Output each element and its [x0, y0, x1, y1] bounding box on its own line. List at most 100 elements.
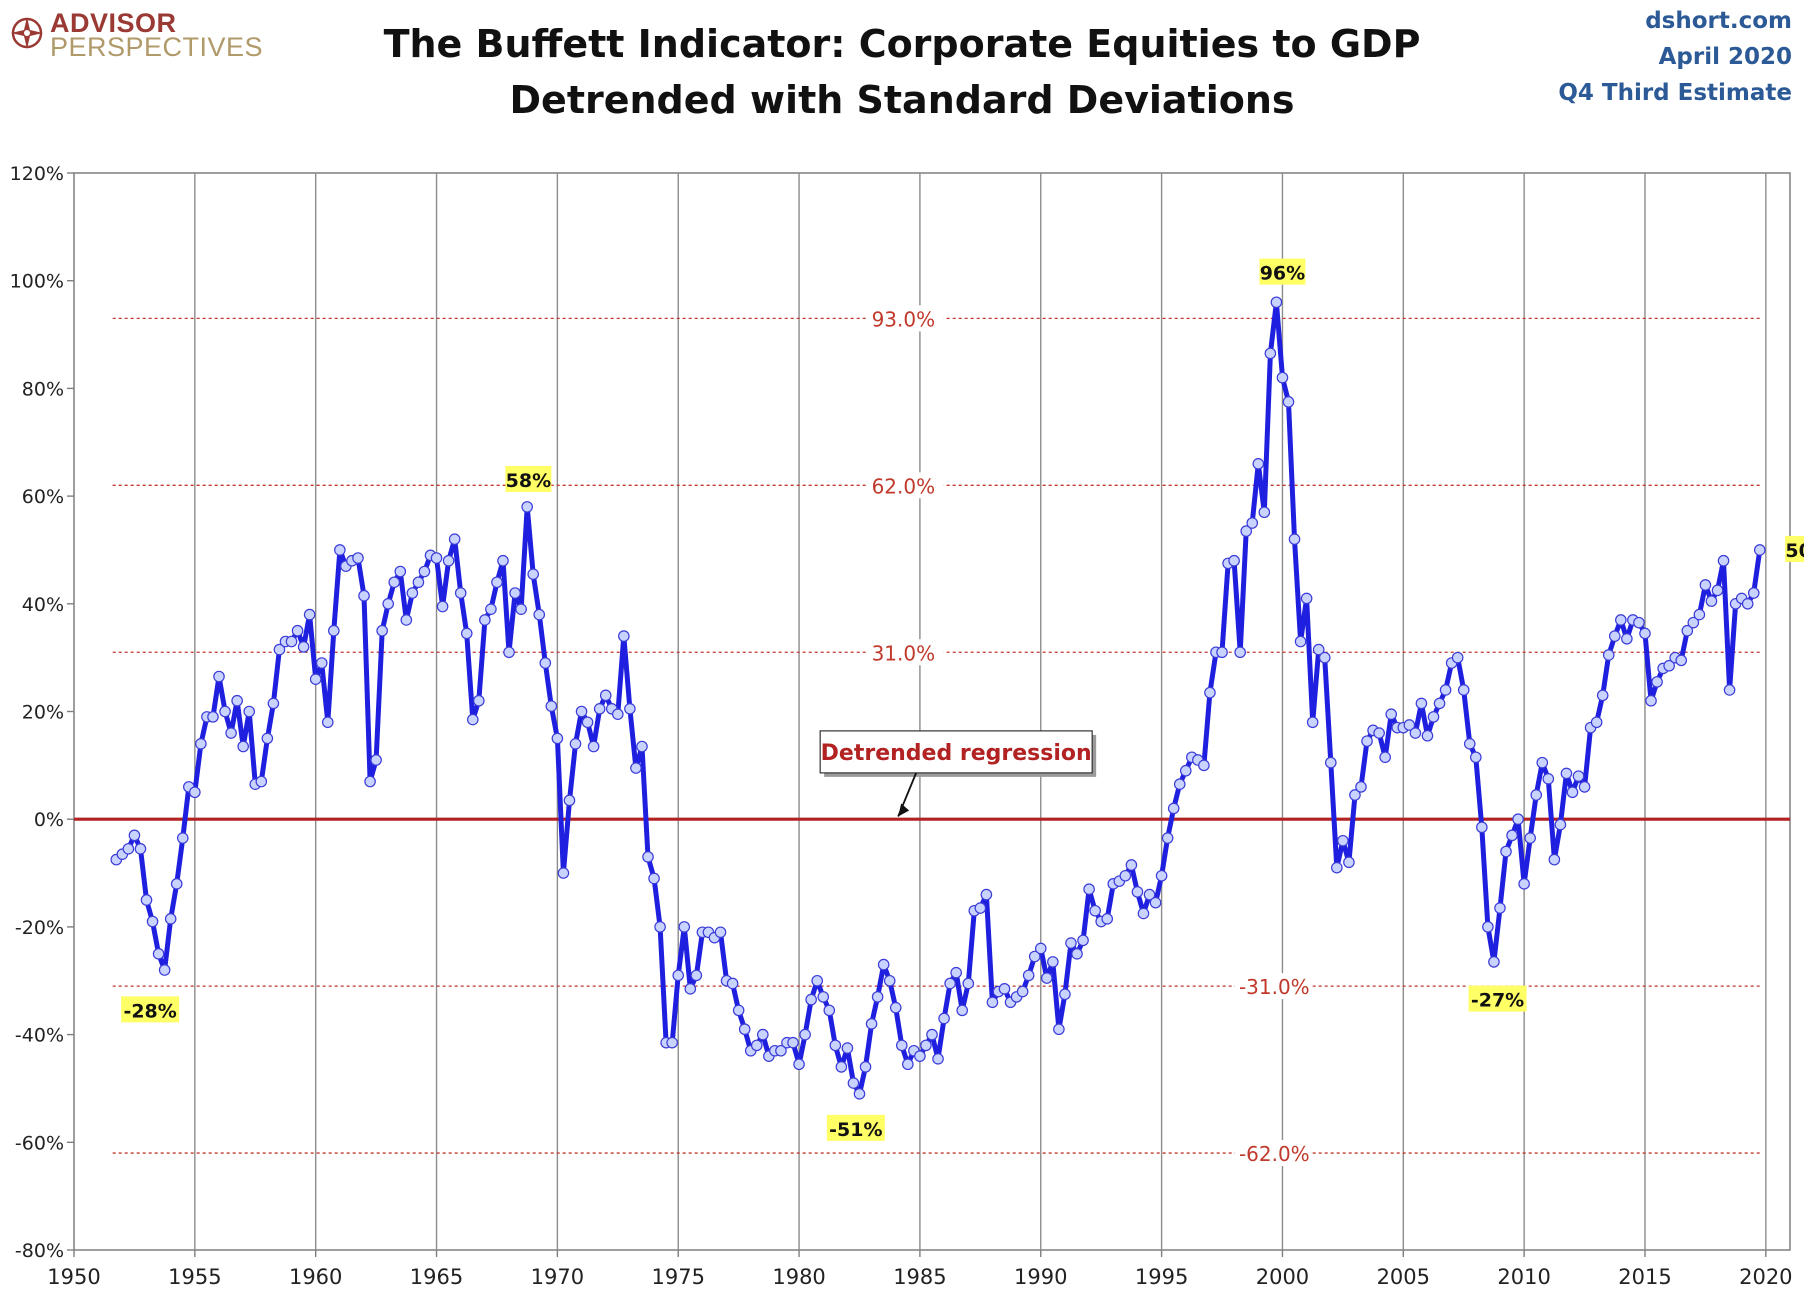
data-point — [593, 703, 606, 715]
x-tick-label: 1955 — [168, 1265, 221, 1289]
data-point — [1457, 684, 1470, 696]
data-point — [678, 921, 691, 933]
x-tick-label: 1980 — [772, 1265, 825, 1289]
data-point — [418, 565, 431, 578]
callout-label: -51% — [829, 1119, 882, 1141]
data-point — [1149, 896, 1162, 909]
data-point — [1355, 781, 1367, 793]
chart-title-line1: The Buffett Indicator: Corporate Equitie… — [383, 22, 1421, 66]
data-point — [1246, 517, 1259, 529]
data-point — [382, 597, 394, 610]
data-point — [1633, 616, 1645, 629]
data-point — [835, 1061, 848, 1073]
data-point — [122, 843, 135, 855]
data-point — [956, 1004, 969, 1017]
data-point — [902, 1058, 914, 1071]
data-point — [841, 1042, 854, 1054]
vertical-gridlines — [194, 173, 1767, 1250]
y-tick-label: -80% — [15, 1240, 64, 1262]
data-point — [1681, 624, 1694, 637]
data-point — [1318, 651, 1331, 664]
y-tick-label: -60% — [15, 1132, 64, 1154]
data-point — [1034, 942, 1047, 955]
data-point — [1427, 711, 1440, 723]
data-point — [545, 700, 558, 712]
data-point — [1705, 595, 1718, 607]
data-point — [732, 1004, 745, 1017]
callout-bg — [505, 465, 552, 492]
data-point — [563, 794, 576, 807]
data-point — [895, 1039, 908, 1052]
data-point — [962, 977, 975, 990]
data-point — [883, 974, 896, 987]
data-point — [479, 614, 491, 626]
data-point — [1482, 921, 1494, 933]
data-point — [823, 1004, 836, 1017]
data-point — [328, 624, 340, 637]
y-tick-label: 100% — [10, 271, 64, 293]
data-point — [1753, 544, 1766, 556]
y-tick-label: -20% — [15, 917, 64, 939]
y-axis-ticks: -80% -60% -40% -20% 0% 20% 40% 60% 80% 100% 120% — [10, 163, 74, 1262]
data-point — [388, 576, 401, 589]
data-point — [853, 1088, 866, 1100]
data-point — [158, 964, 171, 976]
data-point — [1421, 729, 1434, 742]
data-point — [364, 775, 376, 788]
data-point — [1687, 616, 1700, 629]
data-point — [1403, 719, 1416, 731]
data-point — [690, 969, 703, 982]
data-point — [1173, 778, 1186, 790]
x-tick-label: 2020 — [1739, 1265, 1792, 1289]
data-point — [1463, 738, 1476, 750]
sd-label-bg — [1234, 973, 1311, 1000]
data-point — [436, 600, 449, 613]
data-point — [1077, 934, 1089, 947]
plot-border — [73, 172, 1791, 1251]
standard-deviation-lines: 93.0% 62.0% 31.0% -31.0% -62.0% — [112, 305, 1761, 1167]
data-point — [1645, 694, 1657, 707]
data-point — [1590, 716, 1603, 729]
data-point — [321, 716, 334, 729]
data-point — [1137, 907, 1150, 920]
data-point — [1488, 956, 1500, 968]
data-point — [630, 762, 642, 774]
data-point — [1542, 773, 1555, 785]
data-point — [618, 630, 630, 642]
data-point — [309, 673, 322, 685]
x-tick-label: 1950 — [47, 1265, 100, 1289]
data-point — [1711, 584, 1724, 597]
data-point — [334, 544, 346, 556]
y-tick-label: 120% — [10, 163, 64, 185]
x-tick-label: 1975 — [651, 1265, 704, 1289]
data-point — [980, 888, 993, 901]
logo-line1: ADVISOR — [50, 8, 177, 38]
data-point — [1602, 649, 1615, 661]
data-point — [1524, 832, 1536, 844]
x-axis-ticks: 1950 1955 1960 1965 1970 1975 1980 1985 1990 1995… — [47, 1250, 1793, 1289]
plot-area — [73, 172, 1791, 1251]
callout-bg — [1259, 258, 1306, 285]
data-point — [358, 589, 370, 602]
data-point — [1651, 676, 1663, 688]
data-point — [1216, 646, 1228, 659]
data-point — [225, 727, 237, 739]
data-point — [134, 843, 147, 855]
data-point — [1699, 579, 1712, 591]
data-point — [1506, 829, 1518, 842]
data-point — [1596, 689, 1609, 702]
data-point — [1240, 525, 1252, 537]
x-tick-label: 1960 — [289, 1265, 342, 1289]
data-point — [1331, 861, 1343, 874]
data-point — [974, 902, 987, 914]
data-point — [1324, 756, 1337, 769]
data-point — [1264, 347, 1277, 360]
data-point — [460, 627, 473, 640]
data-point — [1409, 727, 1422, 739]
data-point — [164, 913, 177, 925]
callout-bg — [1785, 535, 1804, 562]
data-point — [1204, 686, 1216, 699]
data-point — [1312, 643, 1325, 656]
data-point — [1059, 988, 1071, 1001]
data-point — [648, 872, 660, 885]
